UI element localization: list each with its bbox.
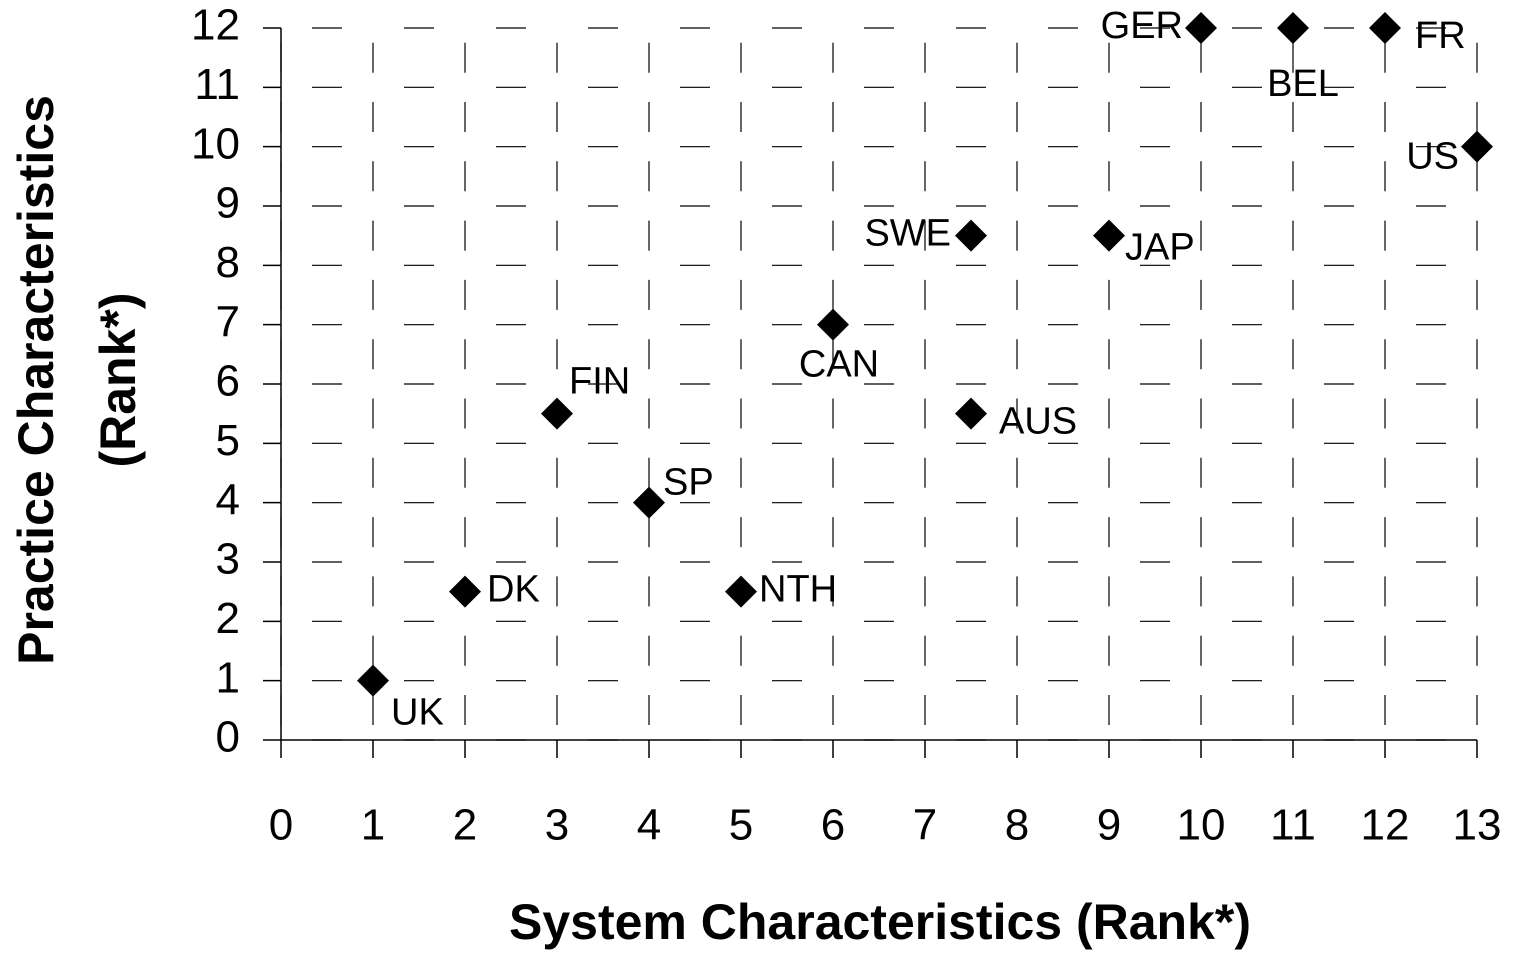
marker xyxy=(633,486,665,519)
y-tick-label: 3 xyxy=(216,535,240,584)
point-label: CAN xyxy=(799,344,879,386)
point-label: BEL xyxy=(1267,63,1339,105)
y-tick-label: 1 xyxy=(216,653,240,702)
marker xyxy=(955,397,987,430)
x-tick-label: 2 xyxy=(453,801,477,850)
x-tick-label: 0 xyxy=(269,801,293,850)
marker xyxy=(449,575,481,608)
y-tick-label: 4 xyxy=(216,475,240,524)
y-axis-title: (Rank*) xyxy=(90,292,146,467)
x-tick-label: 11 xyxy=(1270,801,1316,850)
y-axis-title: Practice Characteristics xyxy=(8,95,64,665)
x-tick-label: 7 xyxy=(913,801,937,850)
point-label: DK xyxy=(487,569,540,611)
x-tick-label: 8 xyxy=(1005,801,1029,850)
marker xyxy=(1461,130,1493,163)
y-tick-label: 8 xyxy=(216,238,240,287)
y-tick-label: 6 xyxy=(216,357,240,406)
marker xyxy=(817,308,849,341)
point-label: AUS xyxy=(999,401,1077,443)
marker xyxy=(1093,219,1125,252)
point-label: UK xyxy=(391,692,444,734)
marker xyxy=(955,219,987,252)
x-tick-label: 1 xyxy=(361,801,385,850)
marker xyxy=(1277,12,1309,44)
marker xyxy=(357,664,389,697)
x-tick-label: 10 xyxy=(1177,801,1226,850)
point-label: SWE xyxy=(864,213,951,255)
y-tick-label: 10 xyxy=(191,119,240,168)
marker xyxy=(1369,12,1401,44)
marker xyxy=(725,575,757,608)
x-tick-label: 9 xyxy=(1097,801,1121,850)
y-tick-label: 2 xyxy=(216,594,240,643)
y-tick-label: 0 xyxy=(216,713,240,762)
x-axis-title: System Characteristics (Rank*) xyxy=(509,894,1251,950)
point-label: GER xyxy=(1101,5,1183,47)
point-label: NTH xyxy=(759,569,837,611)
x-tick-label: 6 xyxy=(821,801,845,850)
x-tick-label: 13 xyxy=(1453,801,1502,850)
point-label: US xyxy=(1406,136,1459,178)
point-label: FIN xyxy=(569,361,630,403)
y-tick-label: 11 xyxy=(194,60,240,109)
point-label: FR xyxy=(1415,15,1466,57)
x-tick-label: 12 xyxy=(1361,801,1410,850)
y-tick-label: 7 xyxy=(216,297,240,346)
y-tick-label: 9 xyxy=(216,179,240,228)
y-tick-label: 5 xyxy=(216,416,240,465)
point-label: SP xyxy=(663,462,714,504)
point-label: JAP xyxy=(1125,227,1195,269)
marker xyxy=(1185,12,1217,44)
x-tick-label: 5 xyxy=(729,801,753,850)
x-tick-label: 3 xyxy=(545,801,569,850)
marker xyxy=(541,397,573,430)
y-tick-label: 12 xyxy=(191,1,240,50)
x-tick-label: 4 xyxy=(637,801,661,850)
